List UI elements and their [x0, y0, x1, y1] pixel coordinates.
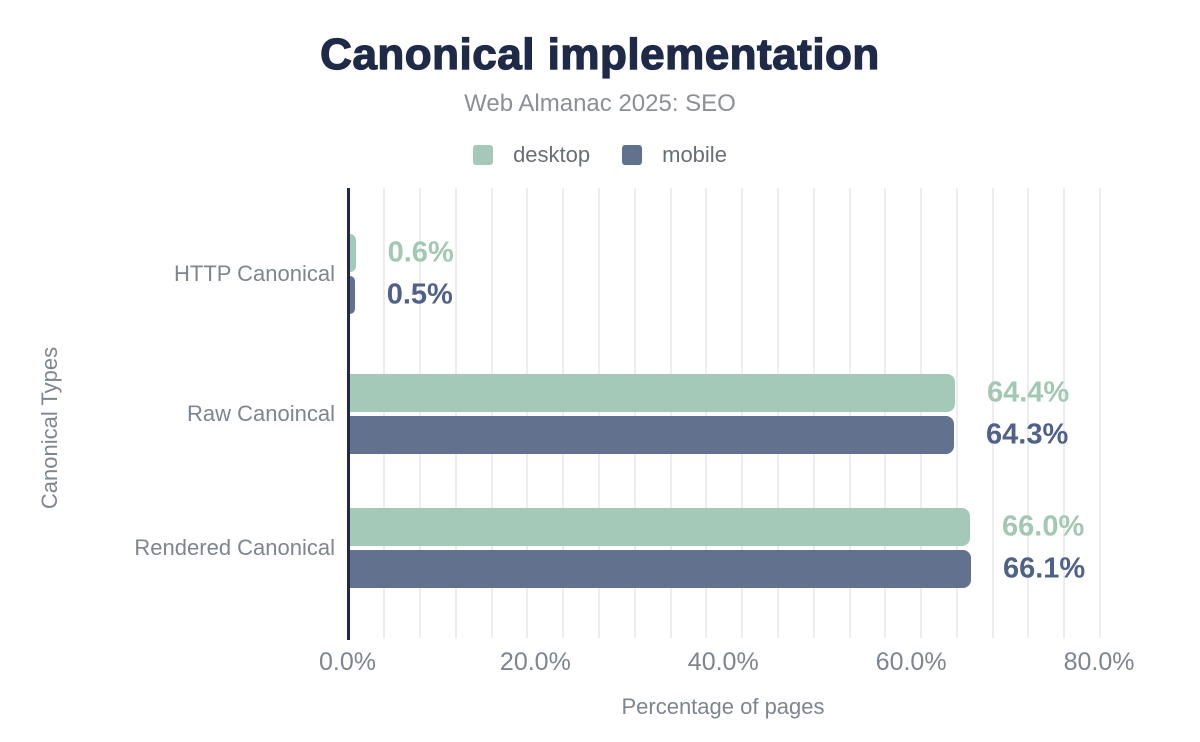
gridline [705, 188, 708, 638]
gridline [848, 188, 851, 638]
value-label-mobile: 64.3% [986, 418, 1069, 451]
x-axis-title: Percentage of pages [621, 694, 825, 719]
x-tick-label: 60.0% [875, 648, 947, 676]
y-axis-line [347, 188, 350, 640]
value-label-mobile: 66.1% [1002, 552, 1086, 585]
bar-desktop [350, 508, 970, 546]
bar-mobile [350, 550, 971, 588]
legend-item-desktop[interactable]: desktop [473, 142, 590, 168]
gridline [955, 188, 958, 638]
gridline [526, 188, 529, 638]
bar-desktop [350, 234, 356, 272]
chart-title: Canonical implementation [320, 29, 880, 79]
value-label-desktop: 0.6% [387, 236, 454, 269]
legend-swatch-desktop-icon [473, 145, 494, 165]
legend: desktop mobile [0, 142, 1200, 168]
gridline [1063, 188, 1066, 638]
bar-mobile [350, 416, 955, 454]
legend-swatch-mobile-icon [622, 145, 643, 165]
legend-label: desktop [513, 142, 591, 167]
gridline [454, 188, 457, 638]
bar-mobile [350, 276, 355, 314]
gridline [991, 188, 994, 638]
x-tick-label: 40.0% [687, 648, 759, 676]
category-label: Rendered Canonical [134, 535, 335, 560]
chart-subtitle: Web Almanac 2025: SEO [464, 90, 736, 117]
gridline [419, 188, 422, 638]
gridline [383, 188, 386, 638]
y-axis-title: Canonical Types [37, 346, 62, 510]
gridline [812, 188, 815, 638]
gridline [490, 188, 493, 638]
x-tick-label: 0.0% [319, 648, 376, 676]
gridline [633, 188, 636, 638]
category-label: Raw Canoincal [187, 401, 335, 426]
gridline [562, 188, 565, 638]
value-label-desktop: 66.0% [1002, 510, 1085, 543]
x-tick-label: 80.0% [1063, 648, 1135, 676]
category-label: HTTP Canonical [174, 261, 335, 286]
gridline [884, 188, 887, 638]
gridline [776, 188, 779, 638]
gridline [598, 188, 600, 638]
gridline [669, 188, 672, 638]
gridline [741, 188, 744, 638]
x-tick-label: 20.0% [499, 648, 571, 676]
gridline [920, 188, 923, 638]
value-label-desktop: 64.4% [986, 376, 1070, 409]
gridline [1027, 188, 1030, 638]
gridline [1099, 188, 1102, 638]
bar-desktop [350, 374, 955, 412]
value-label-mobile: 0.5% [386, 278, 453, 311]
legend-label: mobile [662, 142, 727, 167]
legend-item-mobile[interactable]: mobile [622, 142, 727, 168]
